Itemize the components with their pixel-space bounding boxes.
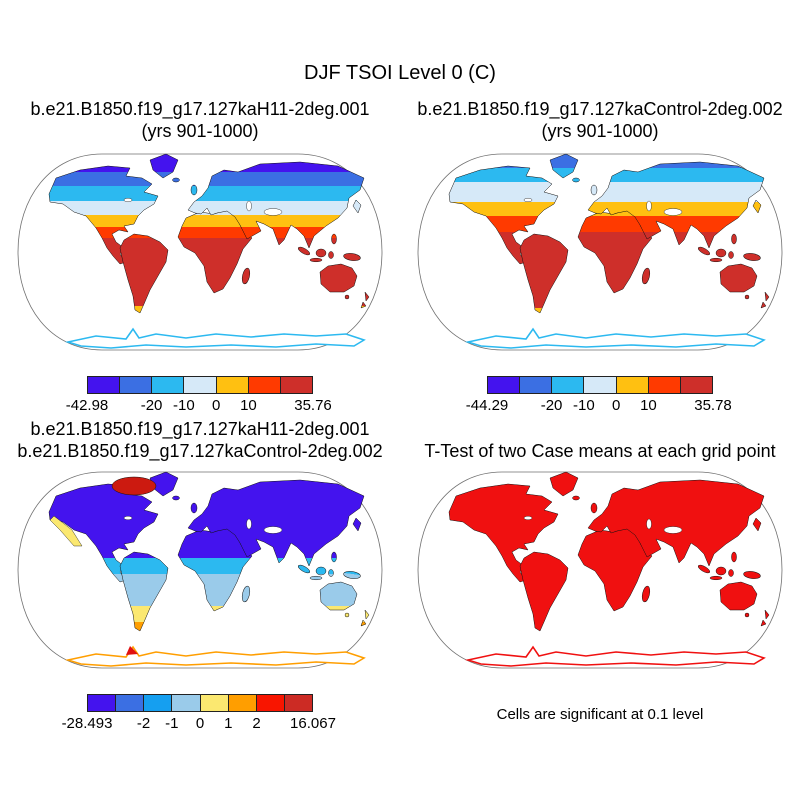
panel-case1: b.e21.B1850.f19_g17.127kaH11-2deg.001 (y… (0, 98, 400, 415)
colorbar-case1: -42.98 -20 -10 0 10 35.76 (66, 376, 332, 415)
colorbar-segment (519, 377, 552, 393)
world-map-case2 (417, 153, 783, 351)
colorbar-segment (115, 695, 144, 711)
colorbar-tick-labels: -28.493 -2 -1 0 1 2 16.067 (62, 715, 336, 733)
canada-warm-anomaly-patch (111, 476, 157, 496)
world-map-case1 (17, 153, 383, 351)
colorbar-segment (88, 377, 120, 393)
colorbar-tick: 0 (195, 715, 205, 732)
colorbar-segment (199, 695, 228, 711)
case2-years: (yrs 901-1000) (541, 121, 659, 141)
colorbar-case2: -44.29 -20 -10 0 10 35.78 (466, 376, 732, 415)
ttest-title-text: T-Test of two Case means at each grid po… (424, 441, 776, 461)
map-case1-wrap (16, 152, 384, 352)
colorbar-tick: -20 (140, 397, 163, 414)
colorbar-segment (279, 377, 312, 393)
colorbar-tick: -28.493 (61, 715, 113, 732)
colorbar-tick: 1 (224, 715, 233, 732)
colorbar-tick: 2 (252, 715, 261, 732)
colorbar-segment (183, 377, 216, 393)
panel-case2: b.e21.B1850.f19_g17.127kaControl-2deg.00… (400, 98, 800, 415)
colorbar-swatches (87, 694, 313, 712)
colorbar-segment (283, 695, 312, 711)
colorbar-tick: -42.98 (65, 397, 109, 414)
colorbar-tick-labels: -42.98 -20 -10 0 10 35.76 (66, 397, 332, 415)
colorbar-segment (151, 377, 184, 393)
colorbar-segment (88, 695, 116, 711)
colorbar-segment (215, 377, 248, 393)
colorbar-segment (647, 377, 680, 393)
colorbar-tick: 10 (640, 397, 657, 414)
colorbar-segment (679, 377, 712, 393)
map-difference-wrap (16, 470, 384, 670)
colorbar-swatches (487, 376, 713, 394)
panel-case1-title: b.e21.B1850.f19_g17.127kaH11-2deg.001 (y… (0, 98, 400, 142)
colorbar-tick: -2 (136, 715, 151, 732)
colorbar-segment (247, 377, 280, 393)
colorbar-tick: 0 (211, 397, 221, 414)
map-case2-wrap (416, 152, 784, 352)
colorbar-segment (615, 377, 648, 393)
panel-case2-title: b.e21.B1850.f19_g17.127kaControl-2deg.00… (400, 98, 800, 142)
colorbar-tick: 35.78 (694, 397, 732, 414)
colorbar-tick: -10 (573, 397, 595, 414)
case1-name: b.e21.B1850.f19_g17.127kaH11-2deg.001 (30, 99, 370, 119)
colorbar-segment (255, 695, 284, 711)
colorbar-segment (227, 695, 256, 711)
alaska-coast-warm-patch (49, 515, 83, 547)
significance-caption: Cells are significant at 0.1 level (496, 706, 704, 723)
colorbar-tick: -10 (173, 397, 195, 414)
colorbar-tick: -1 (165, 715, 179, 732)
case1-years: (yrs 901-1000) (141, 121, 259, 141)
colorbar-swatches (87, 376, 313, 394)
colorbar-tick: 16.067 (290, 715, 336, 732)
colorbar-segment (143, 695, 172, 711)
world-map-ttest (417, 471, 783, 669)
panel-ttest: T-Test of two Case means at each grid po… (400, 418, 800, 723)
panel-difference: b.e21.B1850.f19_g17.127kaH11-2deg.001 b.… (0, 418, 400, 733)
colorbar-tick: 10 (240, 397, 257, 414)
colorbar-tick: -44.29 (465, 397, 509, 414)
colorbar-tick: 0 (611, 397, 621, 414)
colorbar-difference: -28.493 -2 -1 0 1 2 16.067 (62, 694, 336, 733)
diff-case1-name: b.e21.B1850.f19_g17.127kaH11-2deg.001 (30, 419, 370, 439)
case2-name: b.e21.B1850.f19_g17.127kaControl-2deg.00… (417, 99, 783, 119)
colorbar-segment (583, 377, 616, 393)
colorbar-segment (488, 377, 520, 393)
panel-difference-title: b.e21.B1850.f19_g17.127kaH11-2deg.001 b.… (0, 418, 400, 462)
panel-ttest-title: T-Test of two Case means at each grid po… (400, 418, 800, 462)
colorbar-segment (551, 377, 584, 393)
world-map-difference (17, 471, 383, 669)
figure-title: DJF TSOI Level 0 (C) (304, 62, 496, 84)
colorbar-tick: -20 (540, 397, 563, 414)
colorbar-segment (119, 377, 152, 393)
colorbar-tick: 35.76 (294, 397, 332, 414)
map-ttest-wrap (416, 470, 784, 670)
colorbar-tick-labels: -44.29 -20 -10 0 10 35.78 (466, 397, 732, 415)
antarctic-peninsula-patch (126, 646, 138, 655)
diff-case2-name: b.e21.B1850.f19_g17.127kaControl-2deg.00… (17, 441, 383, 461)
colorbar-segment (171, 695, 200, 711)
